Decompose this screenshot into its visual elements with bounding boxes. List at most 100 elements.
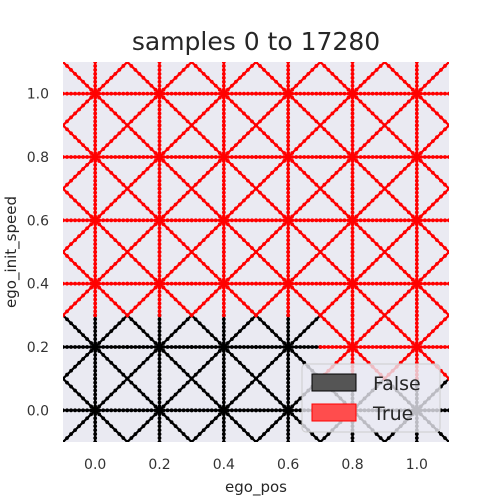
sample-dot xyxy=(193,218,198,223)
data-point xyxy=(318,186,387,254)
sample-dot xyxy=(406,147,411,151)
sample-dot xyxy=(322,246,327,250)
sample-dot xyxy=(250,64,254,68)
sample-dot xyxy=(109,265,114,270)
sample-dot xyxy=(153,277,158,282)
sample-dot xyxy=(101,416,106,421)
sample-dot xyxy=(77,360,81,365)
sample-dot xyxy=(201,198,206,203)
sample-dot xyxy=(63,155,65,159)
sample-dot xyxy=(382,62,387,64)
sample-dot xyxy=(358,147,363,151)
sample-dot xyxy=(125,91,130,96)
sample-dot xyxy=(374,305,379,310)
sample-dot xyxy=(81,91,86,96)
sample-dot xyxy=(266,111,270,116)
sample-dot xyxy=(290,95,295,100)
sample-dot xyxy=(370,111,375,116)
sample-dot xyxy=(278,353,283,357)
sample-dot xyxy=(447,408,449,413)
sample-dot xyxy=(414,87,419,92)
sample-dot xyxy=(189,91,194,96)
sample-dot xyxy=(221,178,226,183)
sample-dot xyxy=(242,91,246,96)
sample-dot xyxy=(101,83,106,88)
sample-dot xyxy=(246,178,250,183)
sample-dot xyxy=(89,341,94,345)
data-point xyxy=(382,62,449,128)
sample-dot xyxy=(435,261,439,266)
sample-dot xyxy=(310,91,315,96)
sample-dot xyxy=(286,64,291,68)
sample-dot xyxy=(133,131,138,136)
sample-dot xyxy=(85,273,90,278)
sample-dot xyxy=(282,91,287,96)
sample-dot xyxy=(346,341,351,345)
sample-dot xyxy=(314,436,319,440)
sample-dot xyxy=(258,254,262,258)
sample-dot xyxy=(133,115,138,120)
sample-dot xyxy=(286,388,291,393)
sample-dot xyxy=(286,103,291,108)
sample-dot xyxy=(414,349,419,353)
sample-dot xyxy=(233,143,238,148)
sample-dot xyxy=(117,321,122,326)
sample-dot xyxy=(435,111,439,116)
sample-dot xyxy=(69,115,73,120)
sample-dot xyxy=(85,289,90,294)
sample-dot xyxy=(350,234,355,239)
sample-dot xyxy=(447,186,449,191)
sample-dot xyxy=(153,404,158,409)
sample-dot xyxy=(386,309,391,314)
sample-dot xyxy=(378,155,383,159)
sample-dot xyxy=(221,103,226,108)
sample-dot xyxy=(414,115,419,120)
sample-dot xyxy=(246,432,250,436)
sample-dot xyxy=(165,147,170,151)
sample-dot xyxy=(213,226,218,231)
sample-dot xyxy=(435,91,439,96)
sample-dot xyxy=(157,246,162,250)
sample-dot xyxy=(402,218,407,223)
sample-dot xyxy=(366,202,371,207)
sample-dot xyxy=(185,127,190,132)
sample-dot xyxy=(390,194,395,199)
sample-dot xyxy=(177,71,182,76)
sample-dot xyxy=(358,273,363,278)
sample-dot xyxy=(169,206,174,211)
sample-dot xyxy=(350,119,355,124)
data-point xyxy=(125,186,194,254)
sample-dot xyxy=(390,91,395,96)
sample-dot xyxy=(414,139,419,144)
sample-dot xyxy=(310,68,315,72)
sample-dot xyxy=(431,202,435,207)
sample-dot xyxy=(394,71,399,76)
legend-label-false: False xyxy=(373,373,421,395)
sample-dot xyxy=(213,345,218,349)
sample-dot xyxy=(322,155,327,159)
sample-dot xyxy=(205,281,210,286)
sample-dot xyxy=(105,345,110,349)
sample-dot xyxy=(93,297,98,302)
sample-dot xyxy=(81,345,86,349)
sample-dot xyxy=(350,159,355,163)
sample-dot xyxy=(157,99,162,104)
sample-dot xyxy=(414,198,419,203)
sample-dot xyxy=(153,281,158,286)
sample-dot xyxy=(370,261,375,266)
sample-dot xyxy=(201,135,206,140)
sample-dot xyxy=(414,83,419,88)
sample-dot xyxy=(330,91,335,96)
sample-dot xyxy=(65,372,69,377)
sample-dot xyxy=(250,190,254,195)
sample-dot xyxy=(286,230,291,235)
sample-dot xyxy=(410,155,415,159)
sample-dot xyxy=(238,170,242,175)
sample-dot xyxy=(350,79,355,84)
sample-dot xyxy=(221,68,226,72)
sample-dot xyxy=(189,440,194,442)
sample-dot xyxy=(306,261,311,266)
sample-dot xyxy=(410,95,415,100)
sample-dot xyxy=(133,281,138,286)
sample-dot xyxy=(278,147,283,151)
